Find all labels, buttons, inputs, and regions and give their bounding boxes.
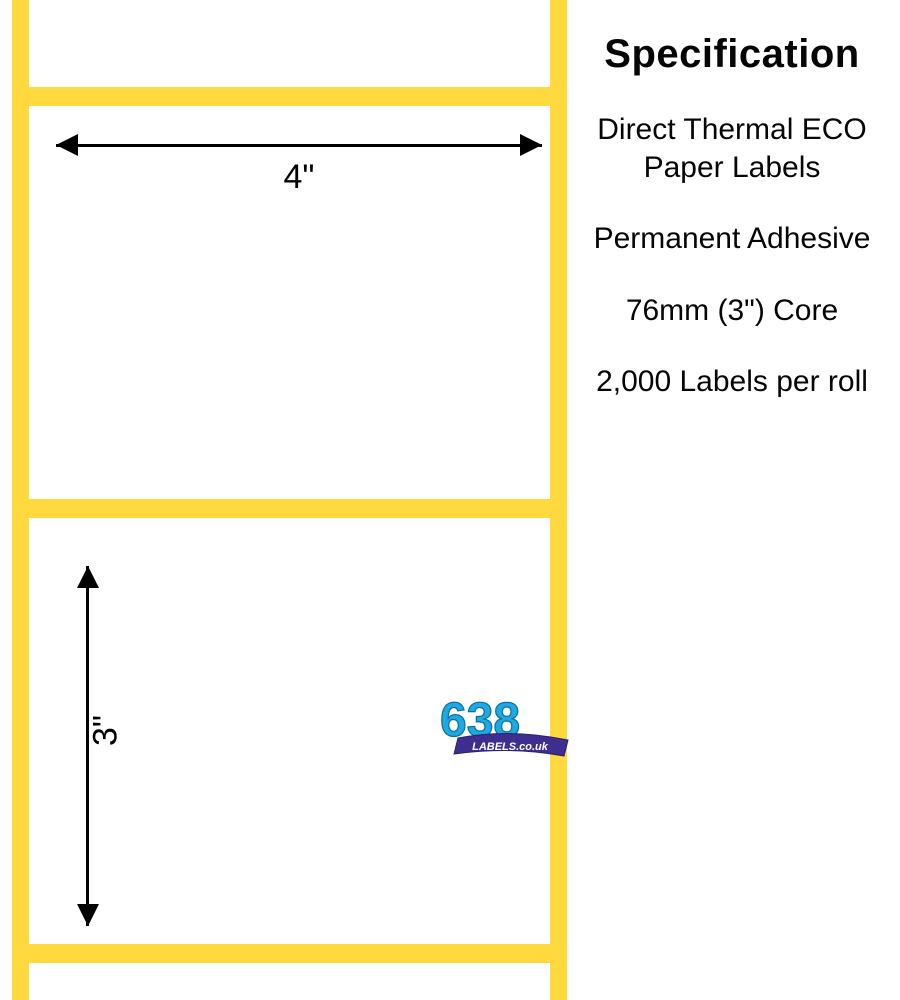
- roll-separator: [12, 87, 567, 106]
- roll-separator: [12, 499, 567, 518]
- arrowhead-right-icon: [520, 134, 542, 156]
- spec-title: Specification: [582, 32, 882, 77]
- width-label: 4": [56, 158, 542, 197]
- spec-adhesive: Permanent Adhesive: [582, 220, 882, 258]
- width-dimension: 4": [56, 134, 542, 194]
- label-roll-diagram: 4" 3": [12, 0, 567, 1000]
- spec-description: Direct Thermal ECO Paper Labels: [582, 111, 882, 186]
- arrowhead-left-icon: [56, 134, 78, 156]
- specification-panel: Specification Direct Thermal ECO Paper L…: [582, 32, 882, 435]
- spec-labels-per-roll: 2,000 Labels per roll: [582, 363, 882, 401]
- roll-separator: [12, 944, 567, 963]
- height-dimension: 3": [72, 566, 132, 926]
- dimension-line: [56, 144, 542, 147]
- brand-logo: 638 LABELS.co.uk: [440, 690, 580, 770]
- height-label: 3": [87, 715, 126, 746]
- arrowhead-down-icon: [77, 904, 99, 926]
- arrowhead-up-icon: [77, 566, 99, 588]
- logo-banner-text: LABELS.co.uk: [472, 741, 549, 753]
- dimension-line: [86, 566, 89, 926]
- spec-core: 76mm (3") Core: [582, 292, 882, 330]
- product-spec-infographic: 4" 3" 638 LABELS.co.uk Specification Dir…: [0, 0, 900, 1000]
